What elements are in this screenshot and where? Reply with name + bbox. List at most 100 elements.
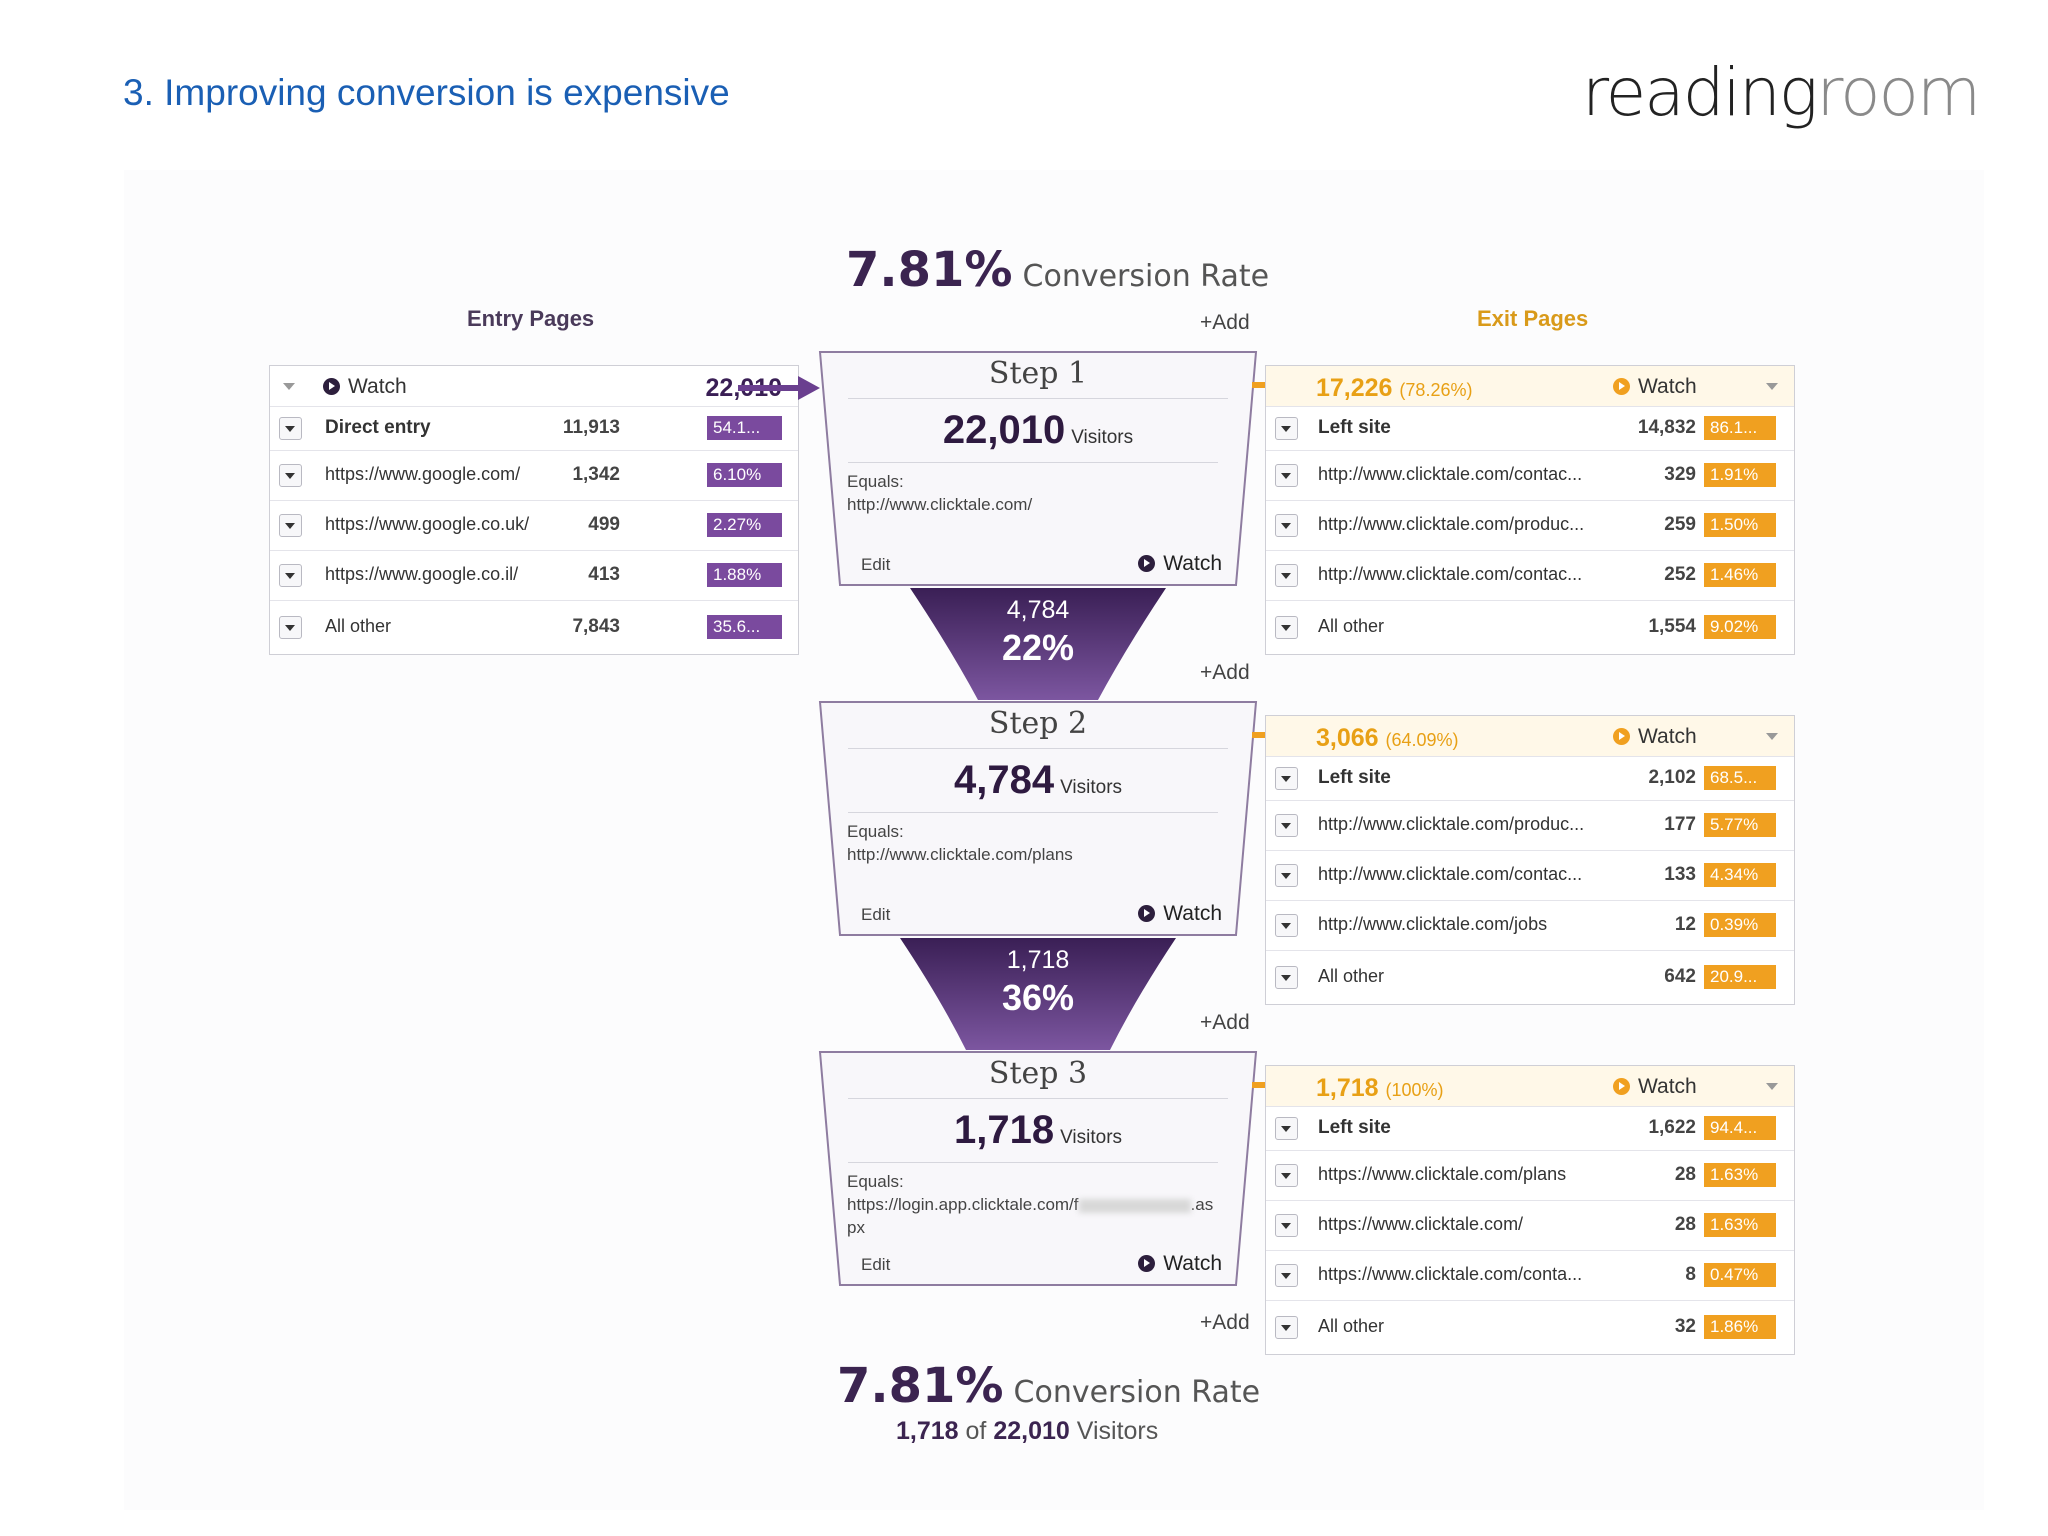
funnel-stats: 1,718 36%: [818, 946, 1258, 1019]
row-dropdown-icon[interactable]: [1275, 464, 1298, 487]
row-dropdown-icon[interactable]: [279, 514, 302, 537]
exit-watch-button[interactable]: Watch: [1613, 375, 1697, 399]
exit-row[interactable]: https://www.clicktale.com/plans 28 1.63%: [1266, 1150, 1794, 1201]
row-dropdown-icon[interactable]: [1275, 966, 1298, 989]
exit-row[interactable]: http://www.clicktale.com/produc... 177 5.7…: [1266, 800, 1794, 851]
equals-url: https://login.app.clicktale.com/f .as: [847, 1193, 1227, 1216]
exit-watch-button[interactable]: Watch: [1613, 1075, 1697, 1099]
row-dropdown-icon[interactable]: [1275, 616, 1298, 639]
entry-row[interactable]: https://www.google.co.uk/499 2.27%: [270, 500, 798, 551]
entry-row[interactable]: https://www.google.co.il/413 1.88%: [270, 550, 798, 601]
funnel-step-1: Step 1 22,010 Visitors Equals: http://www.cl…: [818, 350, 1258, 587]
step-box: [818, 701, 1258, 936]
exit-row[interactable]: https://www.clicktale.com/conta... 8 0.47%: [1266, 1250, 1794, 1301]
exit-row[interactable]: Left site 14,832 86.1...: [1266, 406, 1794, 451]
exit-page-label: All other: [1318, 1316, 1385, 1336]
entry-row[interactable]: Direct entry 11,913 54.1...: [270, 406, 798, 451]
exit-count: 14,832: [1637, 417, 1696, 438]
add-step-button[interactable]: +Add: [1200, 311, 1250, 334]
step-watch-button[interactable]: Watch: [1138, 902, 1222, 926]
exit-count: 259: [1664, 514, 1696, 535]
play-icon: [1613, 1078, 1630, 1095]
row-dropdown-icon[interactable]: [1275, 1214, 1298, 1237]
equals-url-part: https://login.app.clicktale.com/f: [847, 1195, 1079, 1214]
row-dropdown-icon[interactable]: [279, 464, 302, 487]
conversion-label: Conversion Rate: [1022, 259, 1270, 294]
exit-count: 1,554: [1648, 616, 1696, 637]
row-dropdown-icon[interactable]: [1275, 914, 1298, 937]
exit-page-label: https://www.clicktale.com/conta...: [1318, 1264, 1583, 1284]
add-step-button[interactable]: +Add: [1200, 1011, 1250, 1034]
visitors-label: Visitors: [1076, 1417, 1159, 1445]
exit-count: 177: [1664, 814, 1696, 835]
exit-watch-button[interactable]: Watch: [1613, 725, 1697, 749]
row-dropdown-icon[interactable]: [1275, 1264, 1298, 1287]
entry-watch-button[interactable]: Watch: [323, 375, 407, 399]
exit-total-percent: (78.26%): [1399, 380, 1473, 400]
entry-row[interactable]: https://www.google.com/1,342 6.10%: [270, 450, 798, 501]
entry-pages-title: Entry Pages: [467, 306, 595, 331]
row-dropdown-icon[interactable]: [1275, 1316, 1298, 1339]
exit-pages-panel: 17,226 (78.26%) Watch Left site 14,832 86.1.…: [1265, 365, 1795, 655]
row-dropdown-icon[interactable]: [1275, 514, 1298, 537]
exit-row[interactable]: All other 1,554 9.02%: [1266, 600, 1794, 654]
exit-page-label: All other: [1318, 616, 1385, 636]
conversion-percent: 7.81%: [846, 242, 1013, 298]
step-divider: [848, 1162, 1218, 1163]
exit-page-label: All other: [1318, 966, 1385, 986]
entry-pages-panel: Watch 22,010 Direct entry 11,913 54.1... ht…: [269, 365, 799, 655]
edit-step-link[interactable]: Edit: [861, 1255, 891, 1274]
collapse-caret-icon[interactable]: [1766, 733, 1778, 740]
exit-page-label: http://www.clicktale.com/jobs: [1318, 914, 1548, 934]
edit-step-link[interactable]: Edit: [861, 905, 891, 924]
exit-row[interactable]: http://www.clicktale.com/contac... 329 1.9…: [1266, 450, 1794, 501]
row-dropdown-icon[interactable]: [279, 616, 302, 639]
add-step-button[interactable]: +Add: [1200, 1311, 1250, 1334]
exit-percent-bar: 86.1...: [1704, 416, 1776, 440]
exit-row[interactable]: Left site 1,622 94.4...: [1266, 1106, 1794, 1151]
entry-row[interactable]: All other 7,843 35.6...: [270, 600, 798, 654]
exit-page-label: http://www.clicktale.com/contac...: [1318, 564, 1583, 584]
row-dropdown-icon[interactable]: [279, 417, 302, 440]
step-box: [818, 1051, 1258, 1286]
add-step-button[interactable]: +Add: [1200, 661, 1250, 684]
exit-row[interactable]: http://www.clicktale.com/jobs 12 0.39%: [1266, 900, 1794, 951]
row-dropdown-icon[interactable]: [1275, 767, 1298, 790]
step-watch-button[interactable]: Watch: [1138, 1252, 1222, 1276]
conversion-label: Conversion Rate: [1013, 1375, 1261, 1410]
exit-row[interactable]: http://www.clicktale.com/contac... 133 4.3…: [1266, 850, 1794, 901]
exit-count: 32: [1674, 1316, 1696, 1337]
redacted-blur: [1078, 1198, 1191, 1213]
exit-row[interactable]: http://www.clicktale.com/contac... 252 1.4…: [1266, 550, 1794, 601]
exit-row[interactable]: http://www.clicktale.com/produc... 259 1.5…: [1266, 500, 1794, 551]
row-dropdown-icon[interactable]: [1275, 564, 1298, 587]
exit-percent-bar: 1.63%: [1704, 1213, 1776, 1237]
watch-label: Watch: [1163, 552, 1222, 575]
play-icon: [1138, 555, 1156, 572]
exit-total-count: 1,718: [1316, 1074, 1379, 1102]
exit-count: 12: [1674, 914, 1696, 935]
entry-count: 413: [588, 564, 620, 585]
row-dropdown-icon[interactable]: [1275, 1117, 1298, 1140]
step-watch-button[interactable]: Watch: [1138, 552, 1222, 576]
row-dropdown-icon[interactable]: [1275, 864, 1298, 887]
step-visitors: 4,784 Visitors: [818, 758, 1258, 803]
exit-row[interactable]: All other 32 1.86%: [1266, 1300, 1794, 1354]
collapse-caret-icon[interactable]: [283, 383, 295, 390]
row-dropdown-icon[interactable]: [1275, 814, 1298, 837]
step-divider: [848, 462, 1218, 463]
exit-row[interactable]: All other 642 20.9...: [1266, 950, 1794, 1004]
entry-percent-bar: 2.27%: [707, 513, 782, 537]
row-dropdown-icon[interactable]: [279, 564, 302, 587]
exit-row[interactable]: https://www.clicktale.com/28 1.63%: [1266, 1200, 1794, 1251]
row-dropdown-icon[interactable]: [1275, 1164, 1298, 1187]
row-dropdown-icon[interactable]: [1275, 417, 1298, 440]
conversion-rate-top: 7.81% Conversion Rate: [846, 242, 1269, 298]
exit-row[interactable]: Left site 2,102 68.5...: [1266, 756, 1794, 801]
exit-total-count: 17,226: [1316, 374, 1393, 402]
collapse-caret-icon[interactable]: [1766, 1083, 1778, 1090]
edit-step-link[interactable]: Edit: [861, 555, 891, 574]
collapse-caret-icon[interactable]: [1766, 383, 1778, 390]
exit-count: 642: [1664, 966, 1696, 987]
exit-total-percent: (100%): [1385, 1080, 1444, 1100]
